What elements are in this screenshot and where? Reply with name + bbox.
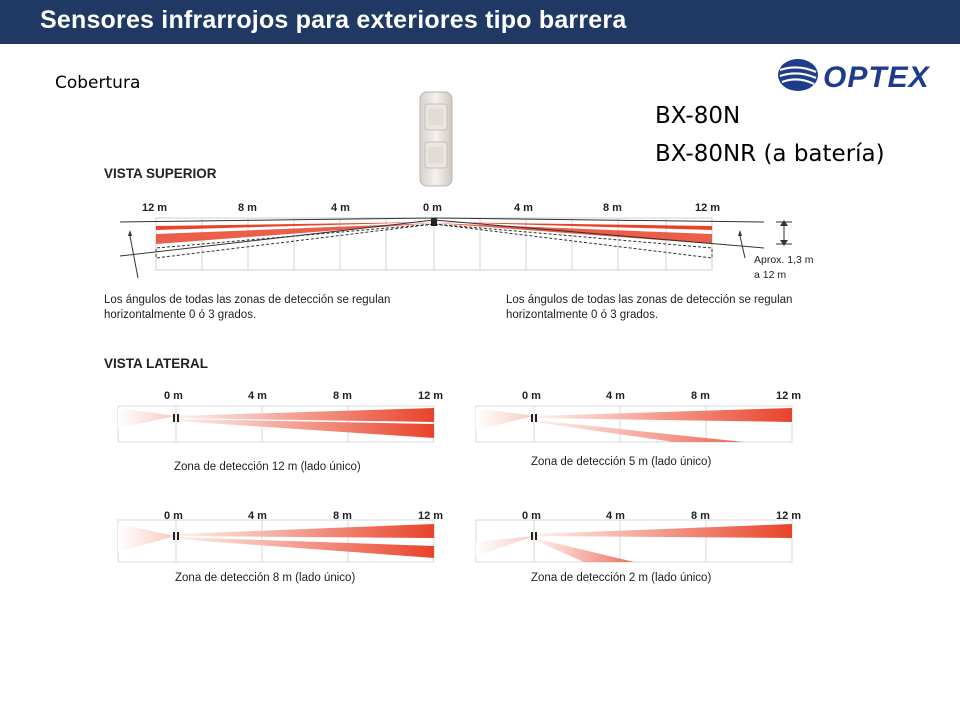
side-view-panel-5m: 0 m 4 m 8 m 12 m: [475, 390, 801, 443]
svg-text:8 m: 8 m: [333, 390, 352, 402]
side-view-panel-8m: 0 m 4 m 8 m 12 m: [117, 510, 443, 563]
svg-text:8 m: 8 m: [691, 510, 710, 522]
logo-text: OPTEX: [823, 61, 931, 94]
top-scale-right-8m: 8 m: [603, 202, 622, 214]
svg-text:8 m: 8 m: [691, 390, 710, 402]
note-right-line2: horizontalmente 0 ó 3 grados.: [506, 309, 659, 321]
svg-text:12 m: 12 m: [776, 390, 801, 402]
note-left-line1: Los ángulos de todas las zonas de detecc…: [104, 294, 391, 306]
top-scale-right-12m: 12 m: [695, 202, 720, 214]
top-scale-left-12m: 12 m: [142, 202, 167, 214]
model-name-bx80nr: BX-80NR (a batería): [655, 141, 885, 167]
title-bar: Sensores infrarrojos para exteriores tip…: [0, 0, 960, 44]
caption-5m: Zona de detección 5 m (lado único): [531, 456, 712, 468]
top-view-diagram: 12 m 8 m 4 m 0 m 4 m 8 m 12 m Aprox. 1,3…: [119, 202, 814, 281]
svg-text:12 m: 12 m: [776, 510, 801, 522]
side-view-heading: VISTA LATERAL: [104, 356, 208, 371]
svg-text:0 m: 0 m: [522, 390, 541, 402]
svg-text:0 m: 0 m: [164, 510, 183, 522]
top-scale-right-4m: 4 m: [514, 202, 533, 214]
top-scale-0m: 0 m: [423, 202, 442, 214]
svg-text:4 m: 4 m: [248, 390, 267, 402]
height-note-line2: a 12 m: [754, 269, 786, 281]
side-view-panel-12m: 0 m 4 m 8 m 12 m: [117, 390, 443, 443]
optex-logo: OPTEX: [778, 59, 931, 94]
svg-text:4 m: 4 m: [248, 510, 267, 522]
top-scale-left-8m: 8 m: [238, 202, 257, 214]
caption-8m: Zona de detección 8 m (lado único): [175, 572, 356, 584]
section-subtitle: Cobertura: [55, 73, 141, 93]
top-scale-left-4m: 4 m: [331, 202, 350, 214]
height-note-line1: Aprox. 1,3 m: [754, 254, 814, 266]
top-view-note-left: Los ángulos de todas las zonas de detecc…: [104, 293, 390, 323]
caption-2m: Zona de detección 2 m (lado único): [531, 572, 712, 584]
sensor-device-image: [419, 91, 453, 187]
side-view-panel-2m: 0 m 4 m 8 m 12 m: [475, 510, 801, 563]
top-view-heading: VISTA SUPERIOR: [104, 166, 217, 181]
svg-text:4 m: 4 m: [606, 390, 625, 402]
top-view-note-right: Los ángulos de todas las zonas de detecc…: [506, 293, 792, 323]
model-name-bx80n: BX-80N: [655, 103, 741, 129]
svg-text:12 m: 12 m: [418, 390, 443, 402]
caption-12m: Zona de detección 12 m (lado único): [174, 461, 361, 473]
svg-text:8 m: 8 m: [333, 510, 352, 522]
svg-text:0 m: 0 m: [164, 390, 183, 402]
svg-text:0 m: 0 m: [522, 510, 541, 522]
note-left-line2: horizontalmente 0 ó 3 grados.: [104, 309, 257, 321]
page-title: Sensores infrarrojos para exteriores tip…: [40, 6, 627, 34]
svg-text:4 m: 4 m: [606, 510, 625, 522]
svg-text:12 m: 12 m: [418, 510, 443, 522]
note-right-line1: Los ángulos de todas las zonas de detecc…: [506, 294, 793, 306]
